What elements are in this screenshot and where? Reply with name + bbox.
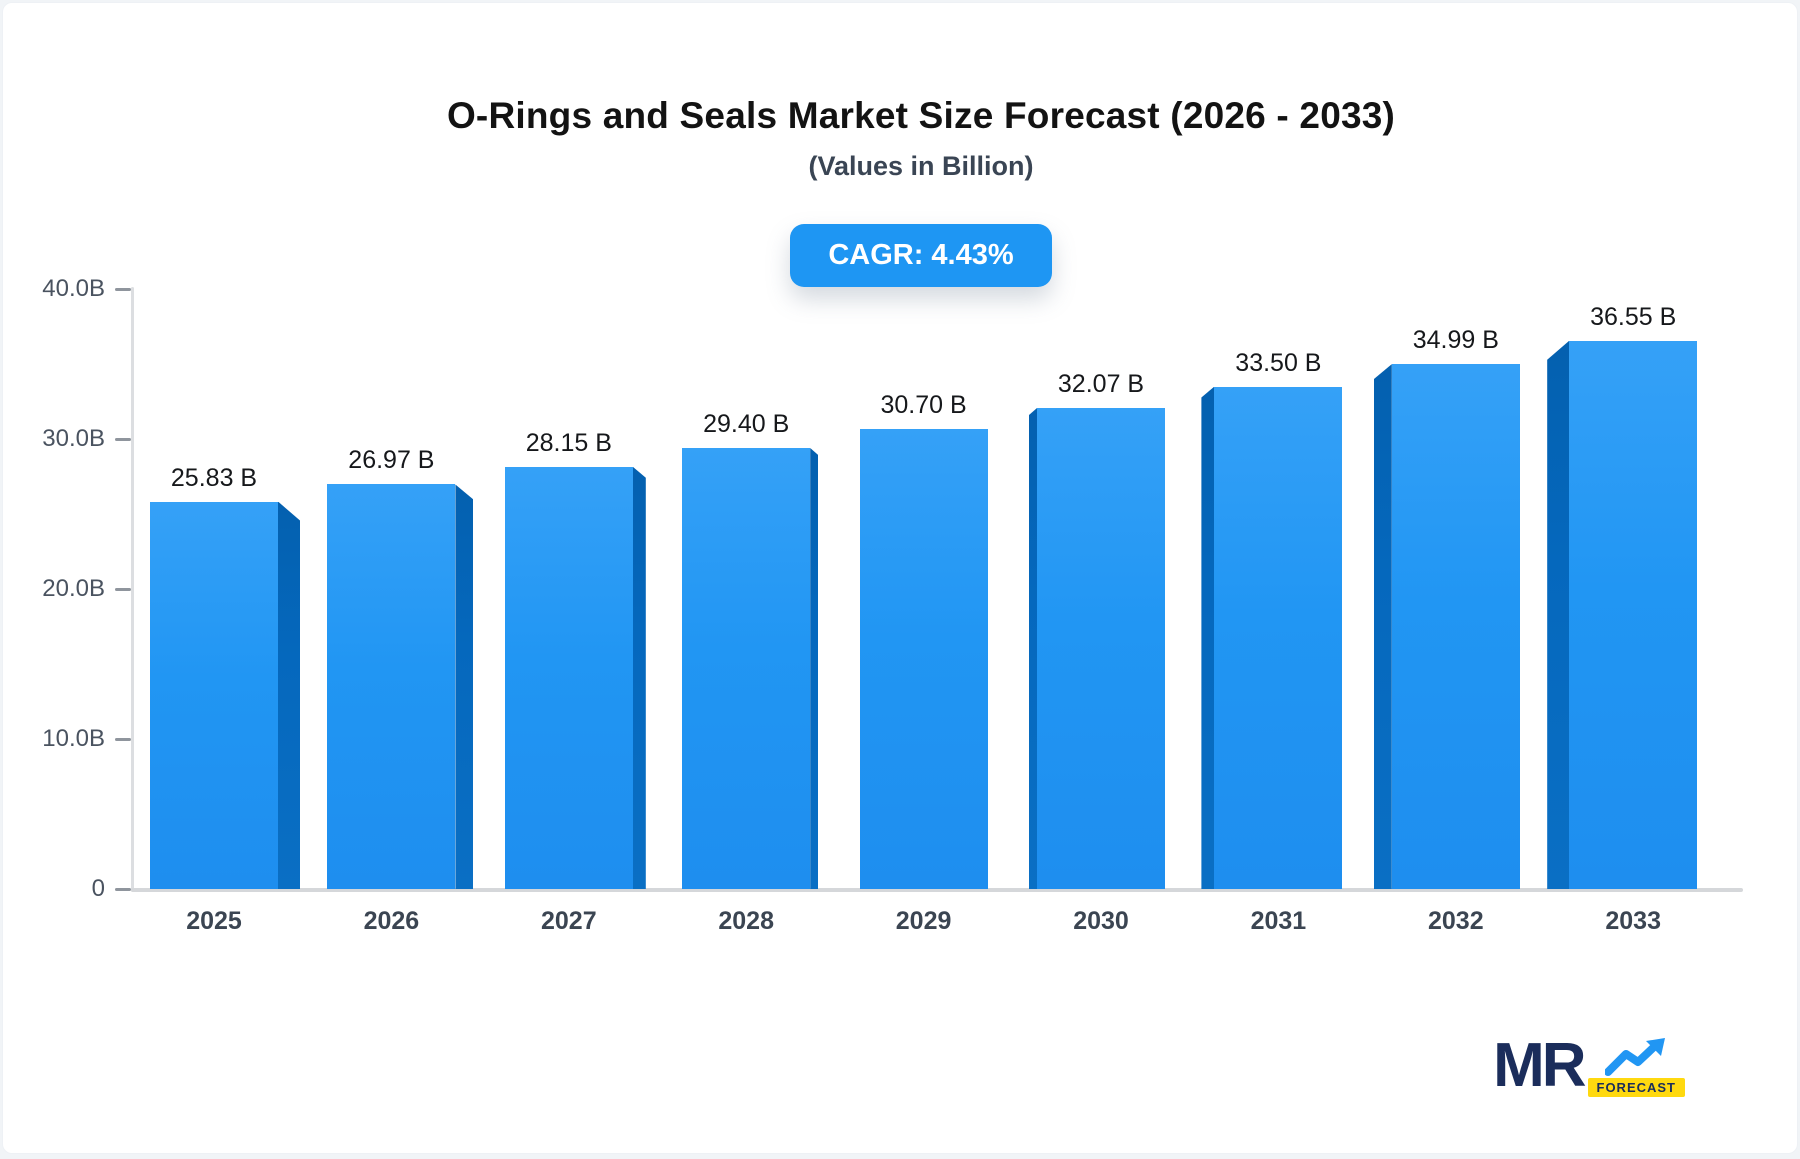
bar-value-label: 33.50 B — [1235, 348, 1322, 377]
x-axis-category-label: 2029 — [895, 907, 952, 935]
bar-2025 — [150, 501, 278, 889]
bar-chart-plot-area: 40.0B 30.0B 20.0B 10.0B 0 25.83 B 2025 26.97 B 2… — [3, 3, 1800, 1159]
bar-side-face — [1029, 407, 1037, 889]
bar-value-label: 30.70 B — [880, 390, 967, 419]
chart-subtitle: (Values in Billion) — [808, 151, 1034, 181]
y-axis-tick-mark — [115, 437, 131, 441]
y-axis-tick-mark — [115, 287, 131, 291]
y-axis-tick-label: 20.0B — [42, 575, 105, 602]
cagr-badge: CAGR: 4.43% — [790, 224, 1052, 287]
x-axis-category-label: 2028 — [718, 907, 774, 935]
bar-value-label: 26.97 B — [348, 446, 435, 475]
x-axis-category-label: 2031 — [1250, 907, 1307, 935]
bar-2026 — [327, 484, 456, 889]
bar-side-face — [278, 501, 300, 889]
bar-2029 — [859, 428, 988, 889]
mr-forecast-logo: MR FORECAST — [1493, 1035, 1685, 1097]
x-axis-category-label: 2032 — [1427, 907, 1484, 935]
y-axis-tick-label: 30.0B — [42, 425, 105, 452]
x-axis-category-label: 2025 — [186, 907, 242, 935]
bar-2030 — [1037, 407, 1165, 889]
logo-forecast-badge: FORECAST — [1587, 1078, 1685, 1097]
bar-value-label: 34.99 B — [1412, 326, 1499, 355]
y-axis-tick-mark — [115, 587, 131, 591]
bar-side-face — [455, 484, 474, 889]
logo-mr-text: MR — [1493, 1031, 1586, 1100]
x-axis-category-label: 2033 — [1605, 907, 1661, 935]
trend-up-arrow-icon — [1605, 1038, 1666, 1076]
y-axis-line — [131, 287, 134, 892]
x-axis-baseline — [131, 888, 1743, 892]
bar-value-label: 28.15 B — [525, 428, 612, 457]
y-axis-tick-mark — [115, 887, 131, 891]
bar-2033 — [1569, 340, 1698, 889]
bar-2028 — [682, 448, 811, 889]
bar-value-label: 32.07 B — [1057, 369, 1145, 398]
y-axis-tick-label: 10.0B — [42, 725, 105, 752]
bar-side-face — [1373, 364, 1392, 889]
chart-header: O-Rings and Seals Market Size Forecast (… — [3, 3, 1797, 287]
y-axis-tick-label: 40.0B — [42, 275, 105, 302]
bar-2032 — [1391, 364, 1520, 889]
bar-side-face — [810, 448, 819, 889]
bar-value-label: 36.55 B — [1590, 302, 1677, 331]
x-axis-category-label: 2026 — [363, 907, 420, 935]
x-axis-category-label: 2030 — [1073, 907, 1129, 935]
bar-value-label: 25.83 B — [170, 463, 258, 492]
x-axis-category-label: 2027 — [540, 907, 597, 935]
y-axis-tick-mark — [115, 737, 131, 741]
bar-side-face — [632, 466, 646, 889]
bar-value-label: 29.40 B — [703, 410, 790, 438]
bar-side-face — [1201, 386, 1215, 889]
bar-2031 — [1214, 386, 1343, 889]
bar-2027 — [504, 466, 633, 889]
chart-title: O-Rings and Seals Market Size Forecast (… — [446, 95, 1396, 136]
y-axis-tick-label: 0 — [91, 875, 105, 902]
bar-side-face — [1547, 340, 1570, 889]
